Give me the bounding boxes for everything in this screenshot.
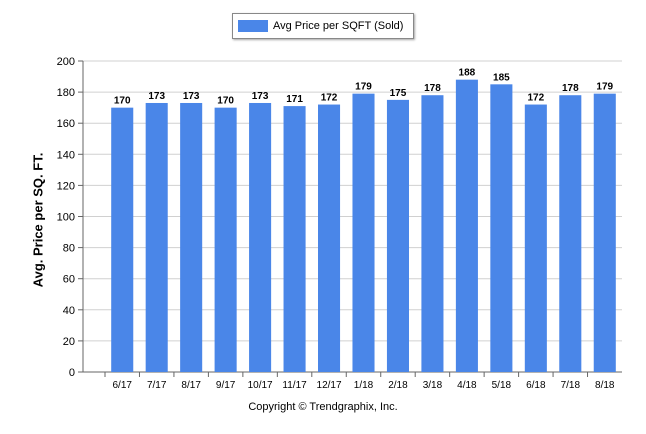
bar — [490, 84, 513, 372]
x-tick-label: 4/18 — [457, 380, 477, 391]
x-tick-label: 2/18 — [388, 380, 408, 391]
x-tick-label: 10/17 — [248, 380, 273, 391]
y-tick-label: 100 — [57, 212, 75, 224]
y-tick-label: 60 — [63, 274, 75, 286]
data-label: 172 — [527, 93, 544, 104]
x-tick-label: 5/18 — [492, 380, 512, 391]
y-tick-label: 20 — [63, 336, 75, 348]
data-label: 179 — [355, 82, 372, 93]
y-tick-label: 40 — [63, 305, 75, 317]
data-label: 171 — [286, 94, 303, 105]
bar — [421, 95, 444, 373]
legend: Avg Price per SQFT (Sold) — [232, 13, 414, 39]
x-tick-label: 9/17 — [216, 380, 236, 391]
copyright-footer: Copyright © Trendgraphix, Inc. — [248, 401, 398, 413]
bar — [180, 102, 203, 373]
data-label: 178 — [562, 83, 579, 94]
bar — [111, 107, 134, 373]
bar — [214, 107, 237, 373]
data-label: 173 — [252, 91, 269, 102]
bar — [145, 102, 168, 373]
data-label: 188 — [459, 68, 476, 79]
data-label: 172 — [321, 93, 338, 104]
data-label: 179 — [596, 82, 613, 93]
legend-label: Avg Price per SQFT (Sold) — [273, 20, 404, 32]
y-tick-label: 0 — [69, 367, 75, 379]
x-tick-label: 8/18 — [595, 380, 615, 391]
y-tick-label: 160 — [57, 118, 75, 130]
y-tick-label: 120 — [57, 180, 75, 192]
x-tick-label: 1/18 — [354, 380, 374, 391]
bar — [249, 102, 272, 373]
x-tick-label: 12/17 — [317, 380, 342, 391]
data-label: 170 — [217, 96, 234, 107]
data-label: 185 — [493, 72, 510, 83]
bar — [524, 104, 547, 372]
bar — [386, 99, 409, 372]
bar — [318, 104, 341, 372]
bar — [455, 79, 478, 372]
x-tick-label: 11/17 — [282, 380, 307, 391]
x-tick-label: 6/17 — [112, 380, 132, 391]
x-tick-label: 7/17 — [147, 380, 167, 391]
x-tick-label: 8/17 — [181, 380, 201, 391]
y-tick-label: 180 — [57, 87, 75, 99]
y-tick-label: 80 — [63, 243, 75, 255]
data-label: 173 — [148, 91, 165, 102]
x-tick-label: 6/18 — [526, 380, 546, 391]
legend-swatch — [238, 20, 268, 32]
data-label: 173 — [183, 91, 200, 102]
data-label: 170 — [114, 96, 131, 107]
bar — [559, 95, 582, 373]
y-tick-label: 200 — [57, 56, 75, 68]
x-tick-label: 3/18 — [423, 380, 443, 391]
x-tick-label: 7/18 — [561, 380, 581, 391]
bar — [593, 93, 616, 372]
y-tick-label: 140 — [57, 149, 75, 161]
data-label: 175 — [390, 88, 407, 99]
data-label: 178 — [424, 83, 441, 94]
bar — [352, 93, 375, 372]
bar — [283, 106, 306, 372]
